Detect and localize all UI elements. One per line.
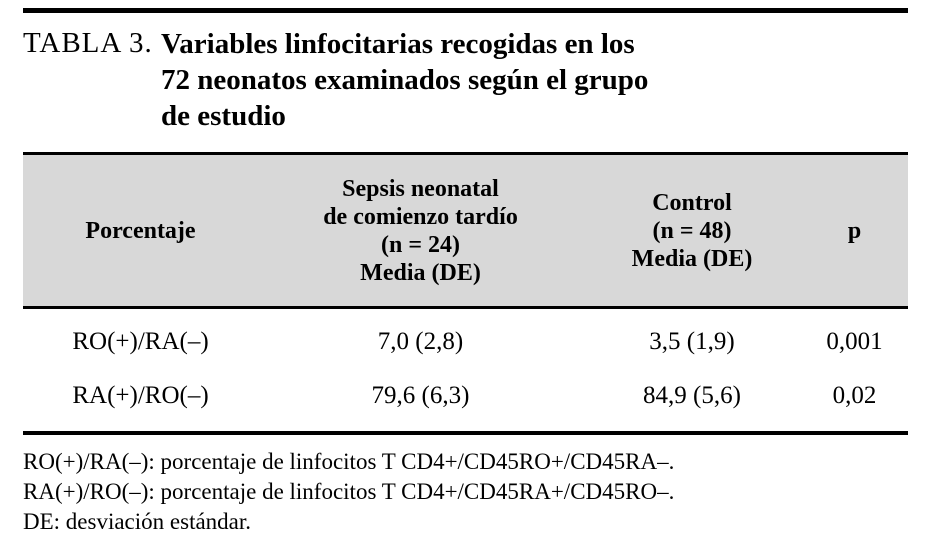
data-table: Porcentaje Sepsis neonatal de comienzo t… — [23, 152, 908, 435]
table-caption: TABLA 3. Variables linfocitarias recogid… — [23, 26, 908, 134]
cell-sepsis-value: 79,6 (6,3) — [371, 382, 470, 409]
table-footnotes: RO(+)/RA(–): porcentaje de linfocitos T … — [23, 447, 908, 537]
table-title: Variables linfocitarias recogidas en los… — [161, 28, 649, 132]
header-col-control: Control (n = 48) Media (DE) — [631, 189, 753, 272]
cell-control-value: 3,5 (1,9) — [649, 328, 735, 355]
top-rule — [23, 8, 908, 13]
table-number-label: TABLA 3. — [23, 27, 153, 59]
footnote-line: DE: desviación estándar. — [23, 509, 252, 534]
cell-p-value: 0,02 — [832, 382, 877, 409]
row-label: RO(+)/RA(–) — [72, 328, 209, 355]
footnote-line: RO(+)/RA(–): porcentaje de linfocitos T … — [23, 449, 675, 474]
table-header-row: Porcentaje Sepsis neonatal de comienzo t… — [23, 155, 908, 309]
header-col-porcentaje: Porcentaje — [85, 217, 196, 244]
table-row: RO(+)/RA(–) 7,0 (2,8) 3,5 (1,9) 0,001 — [23, 315, 908, 369]
row-label: RA(+)/RO(–) — [72, 382, 209, 409]
table-row: RA(+)/RO(–) 79,6 (6,3) 84,9 (5,6) 0,02 — [23, 369, 908, 423]
header-col-sepsis: Sepsis neonatal de comienzo tardío (n = … — [323, 175, 518, 286]
cell-p-value: 0,001 — [826, 328, 883, 355]
table-body: RO(+)/RA(–) 7,0 (2,8) 3,5 (1,9) 0,001 RA… — [23, 309, 908, 431]
cell-sepsis-value: 7,0 (2,8) — [377, 328, 464, 355]
footnote-line: RA(+)/RO(–): porcentaje de linfocitos T … — [23, 479, 675, 504]
cell-control-value: 84,9 (5,6) — [643, 382, 741, 409]
header-col-p: p — [847, 217, 862, 244]
